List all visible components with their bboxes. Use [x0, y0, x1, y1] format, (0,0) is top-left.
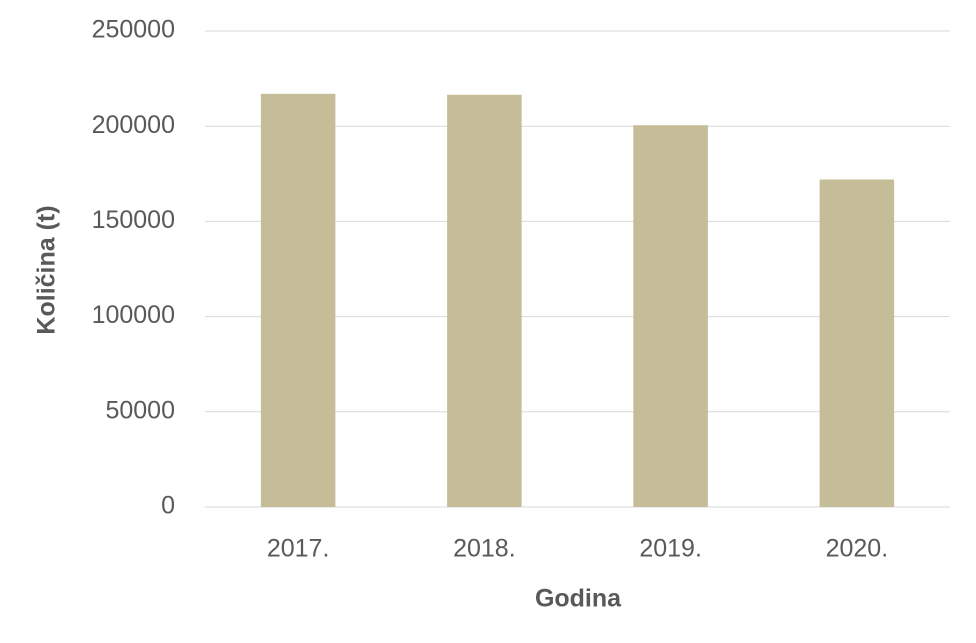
- y-tick-label: 0: [161, 492, 175, 520]
- y-tick-label: 50000: [105, 396, 175, 424]
- bar: [633, 125, 708, 508]
- x-tick-label: 2017.: [267, 535, 330, 563]
- y-axis-title: Količina (t): [33, 205, 61, 334]
- bar: [447, 94, 522, 507]
- y-tick-label: 250000: [92, 16, 175, 44]
- x-tick-label: 2018.: [453, 535, 516, 563]
- x-axis-title: Godina: [535, 585, 622, 613]
- bar: [819, 179, 895, 507]
- x-tick-label: 2019.: [639, 535, 702, 563]
- bar: [260, 93, 336, 507]
- y-tick-label: 150000: [92, 206, 175, 234]
- y-tick-label: 200000: [92, 111, 175, 139]
- x-tick-label: 2020.: [826, 535, 889, 563]
- y-tick-label: 100000: [92, 301, 175, 329]
